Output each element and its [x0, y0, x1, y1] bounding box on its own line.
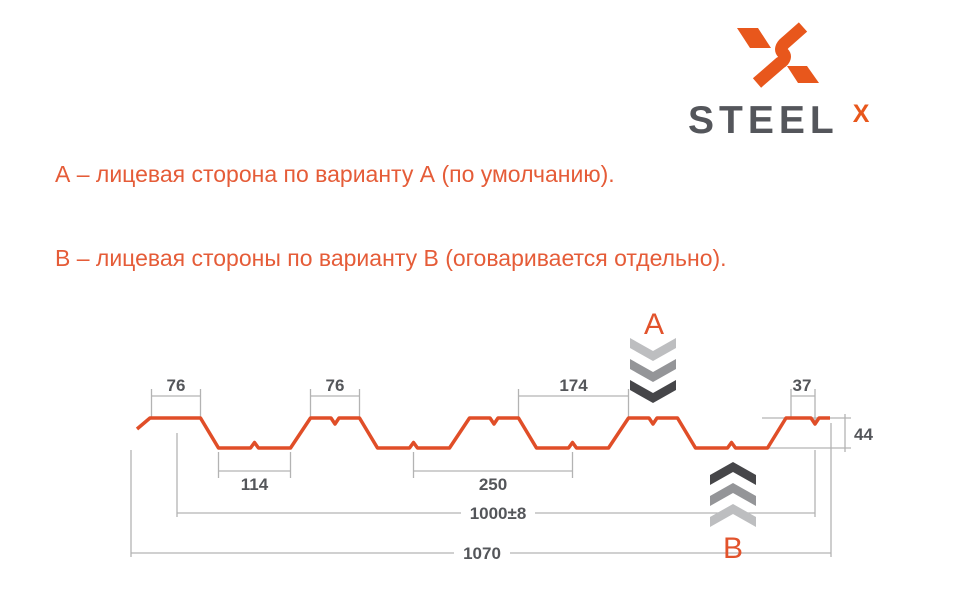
dimension-trough: 114 [217, 452, 292, 494]
note-variant-b: В – лицевая стороны по варианту В (огова… [55, 245, 727, 271]
dimension-pitch: 250 [412, 452, 574, 494]
sheet-profile-outline [135, 416, 830, 450]
dimension-edge-value: 37 [793, 376, 812, 395]
variant-b-marker: B [710, 462, 756, 565]
variant-a-label: A [644, 308, 664, 341]
dimension-pitch-value: 250 [479, 475, 507, 494]
note-variant-a: А – лицевая сторона по варианту А (по ум… [55, 161, 615, 187]
logo-wordmark-text: STEEL [688, 99, 839, 142]
variant-a-marker: A [630, 308, 676, 403]
dimension-overall-width-value: 1070 [463, 544, 501, 563]
logo-x-superscript: X [852, 100, 870, 128]
dimension-crest2: 76 [309, 376, 361, 418]
logo-wordmark: STEEL X [688, 101, 869, 140]
chevron-down-icon [630, 338, 676, 403]
dimension-crest2-value: 76 [326, 376, 345, 395]
chevron-up-icon [710, 462, 756, 527]
variant-b-label: B [723, 532, 743, 565]
dimension-working-width-value: 1000±8 [470, 504, 527, 523]
dimension-overall-width: 1070 [130, 423, 832, 563]
logo-arm-top-left [737, 28, 771, 48]
dimension-height-value: 44 [854, 425, 873, 444]
dimension-crest1: 76 [150, 376, 202, 418]
logo-arm-bottom-right [787, 66, 819, 83]
dimension-trough-value: 114 [241, 475, 269, 494]
dimension-crest-gap: 174 [517, 376, 630, 418]
steelx-logo-icon [737, 22, 819, 88]
dimension-crest1-value: 76 [167, 376, 186, 395]
dimension-crest-gap-value: 174 [559, 376, 588, 395]
dimension-working-width: 1000±8 [176, 433, 816, 523]
logo-s-ribbon [752, 22, 808, 88]
dimension-edge: 37 [790, 376, 816, 424]
